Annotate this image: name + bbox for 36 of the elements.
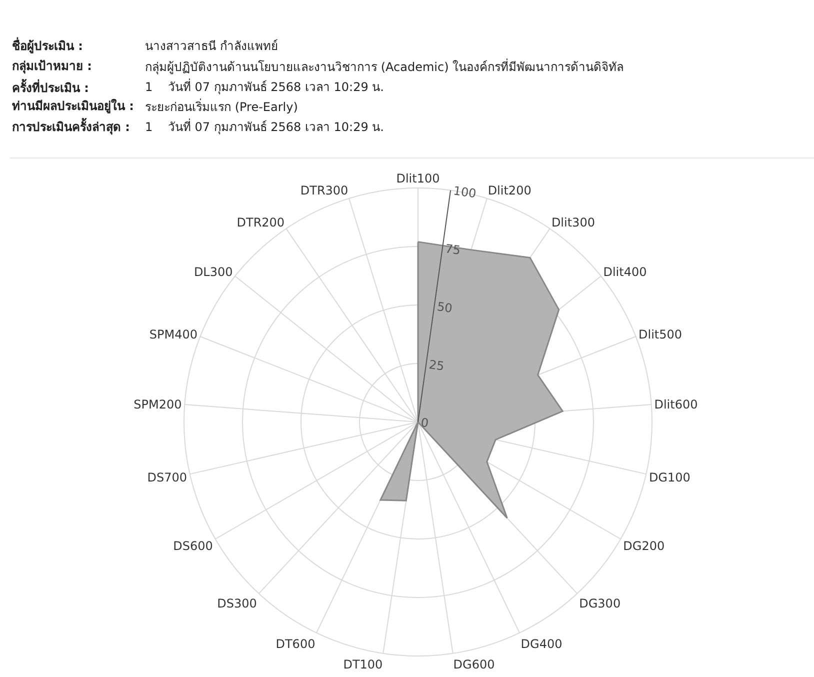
spoke-label: DT600 (276, 637, 316, 652)
text: กลุ่มเป้าหมาย : (12, 59, 92, 74)
text: การประเมินครั้งล่าสุด : (12, 117, 130, 135)
text: ท่านมีผลประเมินอยู่ใน : (12, 98, 134, 114)
spoke-label: DTR300 (300, 184, 348, 198)
spoke-label: DS700 (147, 470, 188, 484)
spoke-label: DL300 (194, 265, 233, 280)
spoke-label: DTR200 (236, 216, 285, 230)
text: กลุ่มผู้ปฏิบัติงานด้านนโยบายและงานวิชาการ (Academic) ในองค์กรที่มีพัฒนาการด้านดิจิทัล (145, 58, 624, 75)
y-tick-label: 75 (444, 242, 462, 258)
text: ระยะก่อนเริ่มแรก (Pre-Early) (145, 98, 298, 114)
text: 1 วันที่ 07 กุมภาพันธ์ 2568 เวลา 10:29 น. (145, 78, 384, 95)
y-tick-label: 100 (452, 184, 478, 201)
spoke-label: Dlit500 (638, 327, 682, 342)
text: ชื่อผู้ประเมิน : (12, 37, 83, 54)
text: 1 วันที่ 07 กุมภาพันธ์ 2568 เวลา 10:29 น. (145, 118, 384, 135)
spoke-label: DG400 (520, 637, 562, 652)
spoke-label: DG600 (453, 658, 495, 672)
spoke-label: DT100 (343, 658, 383, 672)
spoke-label: SPM200 (134, 397, 182, 412)
text: ครั้งที่ประเมิน : (12, 78, 89, 95)
spoke-label: DS600 (173, 539, 213, 554)
spoke-label: DG200 (623, 539, 665, 554)
text: นางสาวสาธนี กำลังแพทย์ (145, 39, 278, 53)
spoke-label: Dlit200 (488, 184, 532, 198)
y-tick-label: 0 (420, 415, 430, 430)
spoke-label: Dlit300 (551, 216, 595, 230)
spoke-label: Dlit100 (396, 172, 440, 186)
spoke-label: DG100 (648, 470, 690, 484)
spoke-label: DG300 (579, 596, 621, 610)
spoke-label: SPM400 (149, 327, 198, 342)
spoke-label: DS300 (217, 596, 257, 610)
spoke-label: Dlit400 (603, 265, 647, 280)
y-tick-label: 25 (428, 357, 446, 374)
spoke-label: Dlit600 (654, 397, 698, 412)
y-tick-label: 50 (436, 300, 454, 316)
